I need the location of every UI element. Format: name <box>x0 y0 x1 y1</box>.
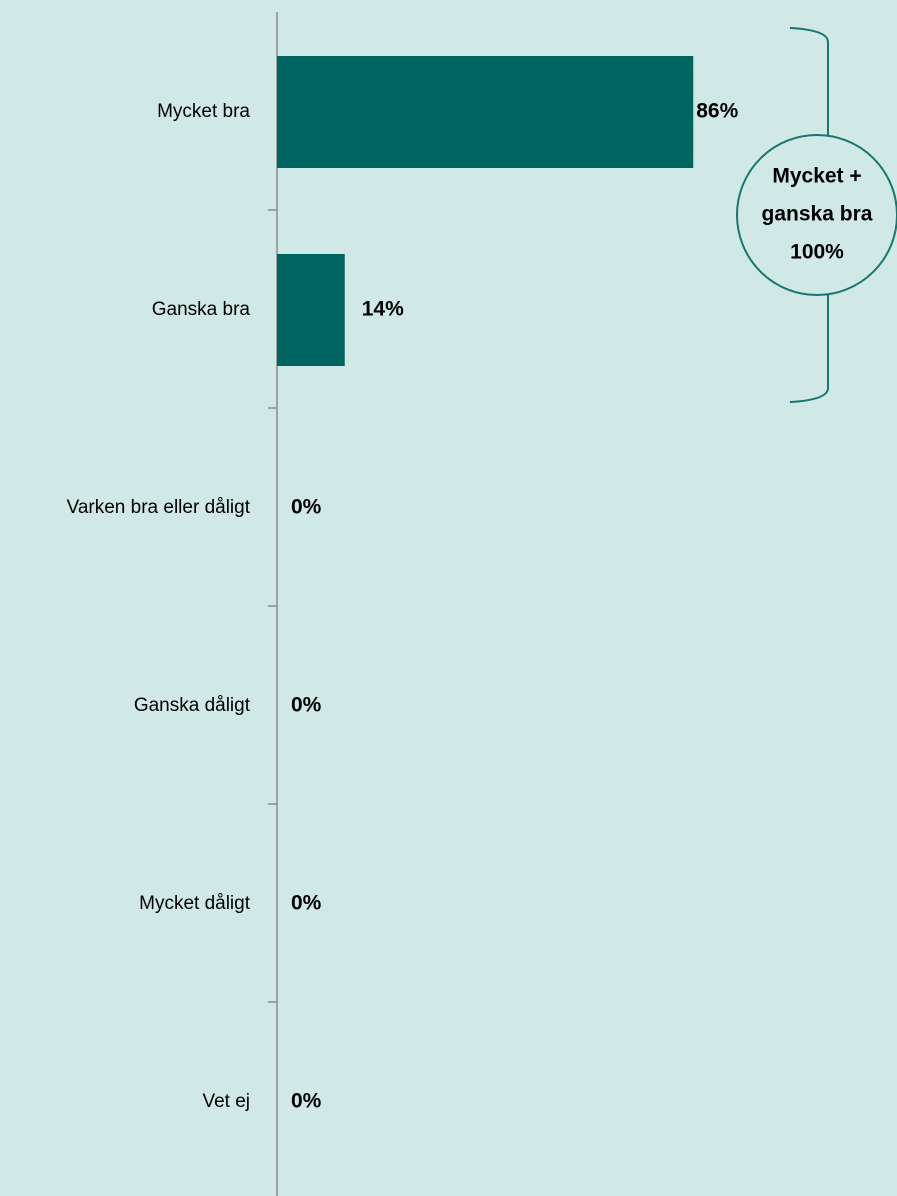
category-label: Mycket bra <box>157 101 250 122</box>
category-label: Ganska dåligt <box>134 695 251 716</box>
value-label: 86% <box>696 100 738 123</box>
value-label: 14% <box>362 298 404 321</box>
category-label: Mycket dåligt <box>139 893 251 914</box>
value-label: 0% <box>291 1090 322 1113</box>
value-label: 0% <box>291 496 322 519</box>
category-label: Varken bra eller dåligt <box>67 497 251 518</box>
bar <box>277 254 345 366</box>
annotation-line: 100% <box>790 241 844 264</box>
bar <box>277 56 694 168</box>
annotation-line: ganska bra <box>762 203 873 226</box>
annotation-line: Mycket + <box>772 165 861 188</box>
bracket <box>789 27 829 403</box>
value-label: 0% <box>291 694 322 717</box>
category-label: Vet ej <box>202 1091 250 1112</box>
value-label: 0% <box>291 892 322 915</box>
category-label: Ganska bra <box>152 299 251 320</box>
annotation-circle <box>736 134 897 296</box>
